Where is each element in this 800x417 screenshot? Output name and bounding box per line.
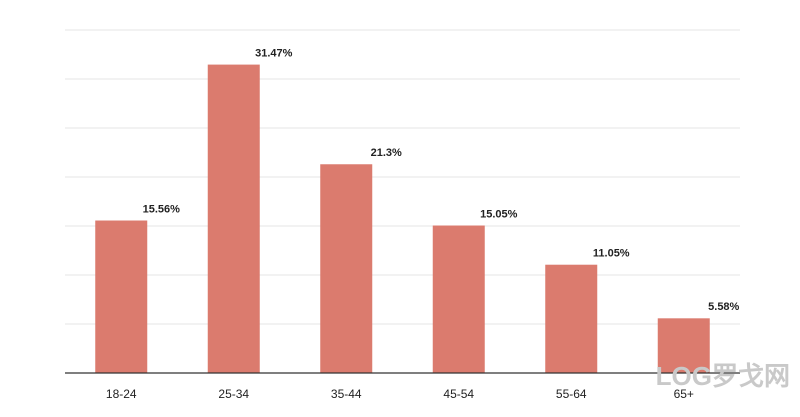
bar [657, 318, 710, 373]
x-tick-label: 35-44 [331, 387, 362, 401]
value-label: 15.56% [143, 203, 181, 215]
value-label: 31.47% [255, 48, 293, 60]
bar [320, 164, 373, 373]
bar [95, 220, 148, 373]
value-label: 5.58% [708, 301, 739, 313]
watermark: LOG罗戈网 [656, 361, 790, 391]
value-label: 21.3% [371, 147, 402, 159]
value-label: 11.05% [593, 248, 630, 260]
x-tick-label: 55-64 [556, 387, 587, 401]
value-label: 15.05% [480, 208, 518, 220]
x-tick-label: 18-24 [106, 387, 137, 401]
x-tick-label: 65+ [674, 387, 694, 401]
bar [207, 64, 260, 374]
bar [432, 225, 485, 373]
bar [545, 264, 598, 373]
x-tick-label: 45-54 [443, 387, 474, 401]
x-tick-label: 25-34 [218, 387, 249, 401]
